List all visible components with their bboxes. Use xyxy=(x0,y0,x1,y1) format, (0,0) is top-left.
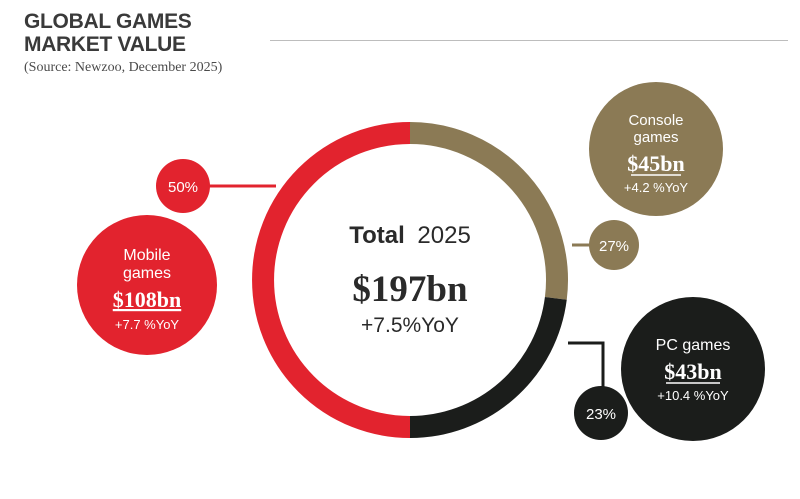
center-total-year: 2025 xyxy=(417,222,470,249)
console-name-line2: games xyxy=(633,129,678,146)
header-divider xyxy=(270,40,788,41)
console-value-label: $45bn xyxy=(627,151,684,176)
pc-share-label: 23% xyxy=(586,406,616,423)
mobile-value-bubble xyxy=(77,215,217,355)
mobile-ring-segment xyxy=(252,122,411,438)
chart-title: GLOBAL GAMES MARKET VALUE xyxy=(24,10,192,56)
pc-value-bubble xyxy=(621,297,765,441)
console-share-label: 27% xyxy=(599,238,629,255)
console-name-line1: Console xyxy=(628,112,683,129)
mobile-share-bubble xyxy=(156,159,210,213)
center-total-value: $197bn xyxy=(352,269,468,310)
console-ring-segment xyxy=(409,122,568,300)
chart-title-line1: GLOBAL GAMES xyxy=(24,10,192,33)
mobile-value-label: $108bn xyxy=(113,287,181,312)
pc-share-bubble xyxy=(574,386,628,440)
console-yoy-label: +4.2 %YoY xyxy=(624,180,689,195)
pc-connector-line xyxy=(568,341,605,398)
center-total-word: Total xyxy=(349,222,405,249)
donut-ring xyxy=(252,122,568,438)
console-value-bubble xyxy=(589,82,723,216)
center-total-label: Total 2025 xyxy=(349,222,471,249)
console-share-bubble xyxy=(589,220,639,270)
chart-title-line2: MARKET VALUE xyxy=(24,33,186,56)
pc-yoy-label: +10.4 %YoY xyxy=(657,388,729,403)
mobile-name-line2: games xyxy=(123,265,171,282)
pc-ring-segment xyxy=(409,296,567,438)
center-total-yoy: +7.5%YoY xyxy=(361,314,459,337)
mobile-share-label: 50% xyxy=(168,179,198,196)
mobile-yoy-label: +7.7 %YoY xyxy=(115,317,180,332)
chart-source: (Source: Newzoo, December 2025) xyxy=(24,60,223,75)
pc-value-label: $43bn xyxy=(664,359,721,384)
pc-name-line1: PC games xyxy=(656,337,731,354)
mobile-name-line1: Mobile xyxy=(123,247,170,264)
